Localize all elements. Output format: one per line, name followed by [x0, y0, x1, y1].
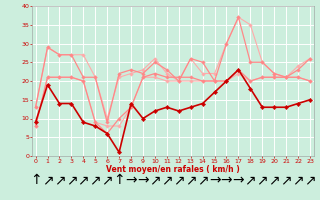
- X-axis label: Vent moyen/en rafales ( km/h ): Vent moyen/en rafales ( km/h ): [106, 165, 240, 174]
